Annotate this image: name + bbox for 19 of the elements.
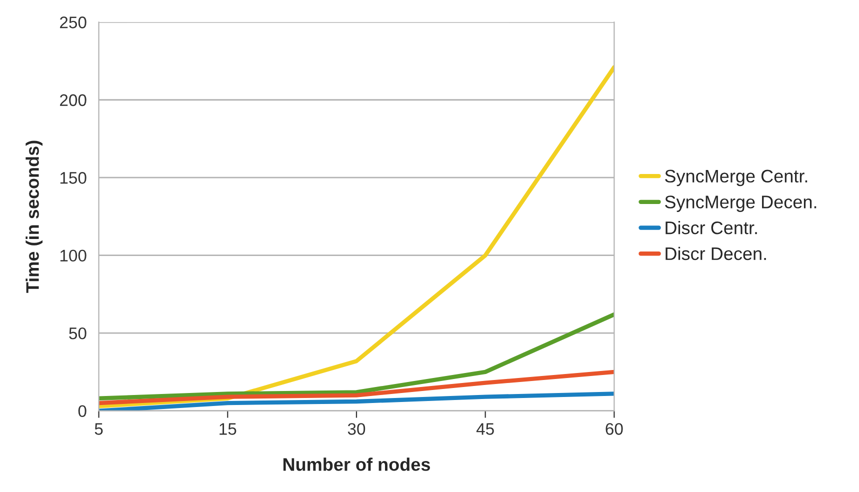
x-tick-label: 30 (348, 423, 366, 435)
x-tick-label: 15 (220, 423, 236, 435)
y-axis-title: Time (in seconds) (26, 140, 43, 293)
legend-label: Discr Decen. (666, 246, 766, 260)
y-tick-label: 200 (60, 94, 86, 106)
legend-label: SyncMerge Decen. (665, 196, 816, 212)
y-tick-label: 50 (69, 327, 86, 340)
line-series (98, 312, 614, 400)
y-tick-label: 100 (60, 250, 86, 262)
y-tick-label: 0 (78, 405, 86, 418)
legend-label: SyncMerge Centr. (665, 170, 808, 186)
x-tick-label: 45 (476, 423, 494, 435)
x-tick-label: 5 (94, 423, 103, 435)
line-series (98, 370, 614, 406)
x-tick-label: 60 (606, 423, 623, 435)
y-tick-label: 250 (60, 16, 86, 28)
x-axis-title: Number of nodes (283, 458, 430, 471)
y-tick-label: 150 (60, 172, 86, 184)
legend-label: Discr Centr. (666, 220, 757, 234)
